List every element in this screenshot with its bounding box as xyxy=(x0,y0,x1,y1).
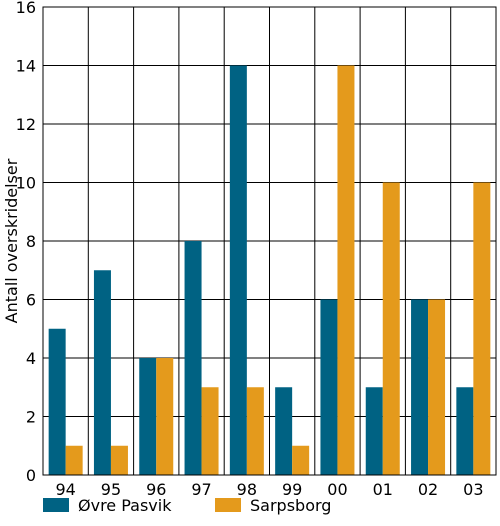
bar-ovre-pasvik-03 xyxy=(456,387,474,475)
x-tick-label: 03 xyxy=(463,480,483,499)
bar-sarpsborg-00 xyxy=(337,65,355,475)
x-tick-label: 02 xyxy=(418,480,438,499)
bar-sarpsborg-03 xyxy=(473,182,491,475)
plot-frame xyxy=(42,6,497,476)
legend-label-sarpsborg: Sarpsborg xyxy=(250,496,331,515)
x-tick-label: 95 xyxy=(101,480,121,499)
bar-sarpsborg-97 xyxy=(201,387,219,475)
legend-swatch-sarpsborg xyxy=(215,498,241,512)
bar-sarpsborg-01 xyxy=(382,182,400,475)
y-tick-label: 10 xyxy=(16,174,36,193)
y-axis-title: Antall overskridelser xyxy=(2,158,21,323)
y-tick-label: 4 xyxy=(26,349,36,368)
x-tick-label: 98 xyxy=(237,480,257,499)
y-tick-label: 6 xyxy=(26,291,36,310)
bar-ovre-pasvik-97 xyxy=(184,241,202,475)
bar-ovre-pasvik-99 xyxy=(275,387,293,475)
bar-sarpsborg-96 xyxy=(156,358,174,475)
bar-ovre-pasvik-02 xyxy=(411,299,429,475)
y-tick-label: 16 xyxy=(16,0,36,17)
x-tick-label: 01 xyxy=(373,480,393,499)
x-tick-label: 97 xyxy=(191,480,211,499)
bar-sarpsborg-94 xyxy=(65,445,83,475)
bar-sarpsborg-98 xyxy=(246,387,264,475)
bar-sarpsborg-02 xyxy=(428,299,446,475)
bar-ovre-pasvik-96 xyxy=(139,358,157,475)
y-tick-label: 0 xyxy=(26,466,36,485)
bar-ovre-pasvik-00 xyxy=(320,299,338,475)
y-tick-label: 8 xyxy=(26,232,36,251)
x-tick-label: 94 xyxy=(55,480,75,499)
bar-ovre-pasvik-98 xyxy=(229,65,247,475)
bar-ovre-pasvik-01 xyxy=(365,387,383,475)
legend: Øvre Pasvik Sarpsborg xyxy=(43,496,331,515)
y-tick-label: 2 xyxy=(26,408,36,427)
x-tick-label: 99 xyxy=(282,480,302,499)
bar-sarpsborg-99 xyxy=(292,445,310,475)
bars xyxy=(48,65,491,475)
x-tick-label: 96 xyxy=(146,480,166,499)
grid-lines xyxy=(43,6,496,476)
legend-swatch-ovre-pasvik xyxy=(43,498,69,512)
legend-label-ovre-pasvik: Øvre Pasvik xyxy=(78,496,172,515)
bar-ovre-pasvik-95 xyxy=(93,270,111,475)
y-tick-label: 12 xyxy=(16,115,36,134)
bar-ovre-pasvik-94 xyxy=(48,328,66,475)
y-tick-label: 14 xyxy=(16,57,36,76)
x-tick-label: 00 xyxy=(327,480,347,499)
bar-sarpsborg-95 xyxy=(110,445,128,475)
